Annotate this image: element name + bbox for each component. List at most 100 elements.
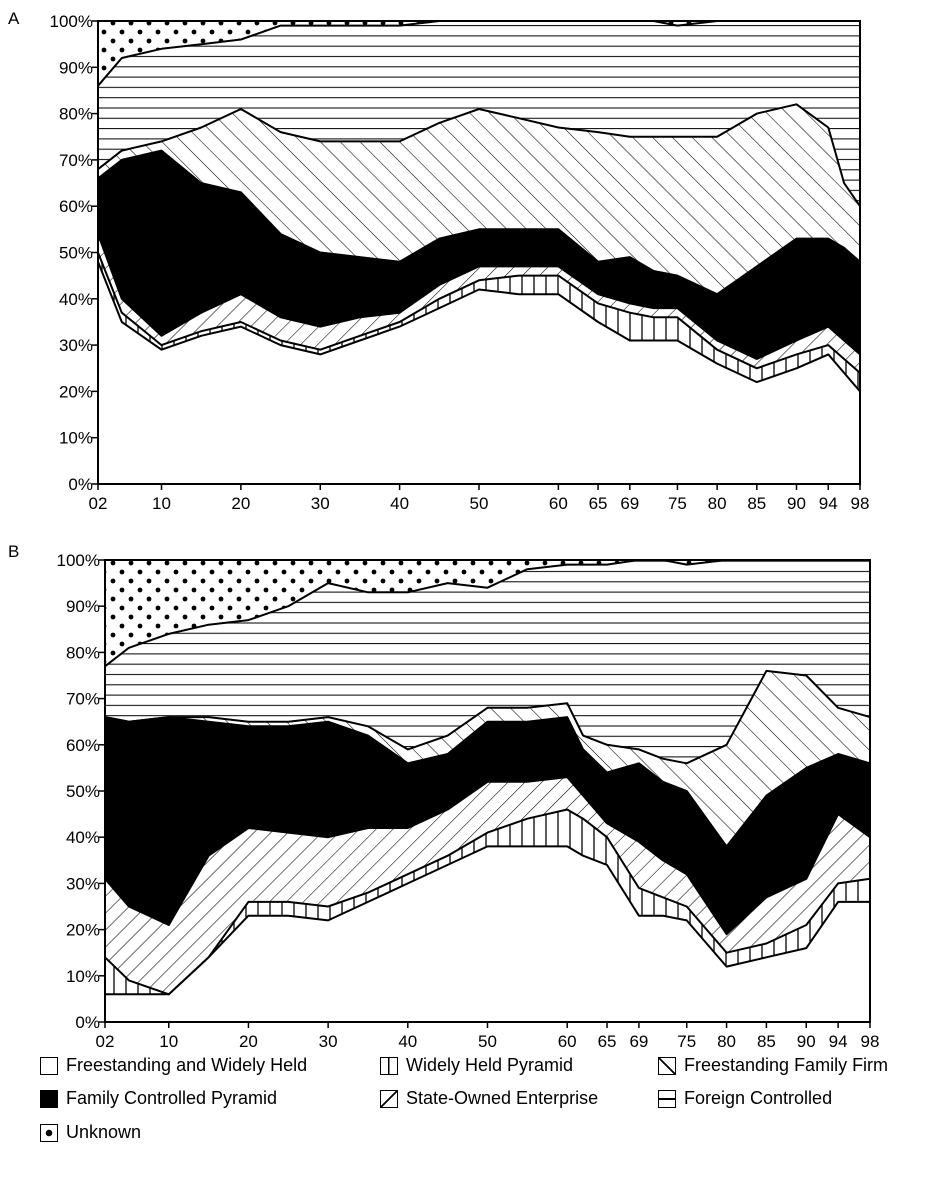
x-tick-label: 69	[620, 494, 639, 513]
legend-swatch	[658, 1056, 676, 1075]
x-tick-label: 80	[717, 1032, 736, 1051]
x-tick-label: 69	[629, 1032, 648, 1051]
area-family-controlled-pyramid	[105, 717, 870, 935]
legend-swatch	[658, 1089, 676, 1108]
axes: 0% 10% 20% 30% 40% 50% 60% 70% 80% 90% 100% 02 10 20 3…	[50, 12, 870, 513]
y-tick-label: 10%	[66, 967, 100, 986]
x-tick-label: 85	[757, 1032, 776, 1051]
x-tick-label: 50	[470, 494, 489, 513]
x-tick-label: 65	[598, 1032, 617, 1051]
legend-label: State-Owned Enterprise	[406, 1088, 599, 1108]
y-tick-label: 60%	[66, 736, 100, 755]
y-tick-label: 10%	[59, 429, 93, 448]
y-tick-label: 60%	[59, 197, 93, 216]
x-tick-label: 94	[819, 494, 838, 513]
legend-label: Widely Held Pyramid	[406, 1055, 574, 1075]
area-freestanding-widely-held	[98, 261, 860, 484]
y-tick-label: 70%	[66, 690, 100, 709]
y-tick-label: 0%	[68, 475, 93, 494]
x-tick-label: 60	[549, 494, 568, 513]
area-layers	[97, 20, 861, 484]
area-foreign-controlled	[98, 21, 860, 207]
x-tick-label: 90	[787, 494, 806, 513]
legend-item-widely-held-pyramid: Widely Held Pyramid	[380, 1055, 573, 1076]
legend-label: Freestanding Family Firm	[684, 1055, 889, 1075]
x-tick-label: 85	[747, 494, 766, 513]
legend-swatch	[40, 1089, 58, 1108]
area-state-owned-enterprise	[105, 670, 870, 847]
legend-swatch	[40, 1123, 58, 1142]
area-layers	[104, 559, 871, 1022]
x-tick-label: 40	[390, 494, 409, 513]
legend-item-freestanding-widely-held: Freestanding and Widely Held	[40, 1055, 307, 1076]
x-tick-label: 30	[311, 494, 330, 513]
axes: 0% 10% 20% 30% 40% 50% 60% 70% 80% 90% 100% 02 10 20 3…	[57, 551, 880, 1051]
series-boundary-line	[97, 103, 861, 207]
y-tick-label: 100%	[50, 12, 93, 31]
legend-item-state-owned-enterprise: State-Owned Enterprise	[380, 1088, 598, 1109]
series-boundary-line	[97, 261, 861, 393]
x-tick-label: 10	[152, 494, 171, 513]
x-tick-label: 02	[96, 1032, 115, 1051]
x-tick-label: 20	[239, 1032, 258, 1051]
panel-label: B	[8, 542, 19, 561]
area-foreign-controlled	[105, 560, 870, 764]
y-tick-label: 80%	[66, 643, 100, 662]
x-tick-label: 75	[677, 1032, 696, 1051]
x-tick-label: 20	[231, 494, 250, 513]
y-tick-label: 50%	[66, 782, 100, 801]
x-tick-label: 98	[851, 494, 870, 513]
y-tick-label: 100%	[57, 551, 100, 570]
y-tick-label: 0%	[75, 1013, 100, 1032]
x-tick-label: 75	[668, 494, 687, 513]
x-tick-label: 80	[708, 494, 727, 513]
series-boundary-line	[104, 669, 871, 765]
legend-swatch	[380, 1089, 398, 1108]
legend-swatch	[40, 1056, 58, 1075]
area-family-controlled-pyramid	[98, 150, 860, 359]
y-tick-label: 90%	[66, 597, 100, 616]
x-tick-label: 94	[829, 1032, 848, 1051]
panel-a: A 0% 10% 20% 30% 40% 50% 60% 70% 80% 90% 100% 02 10 2…	[8, 9, 869, 513]
y-tick-label: 50%	[59, 244, 93, 263]
series-boundary-line	[97, 149, 861, 296]
legend-label: Foreign Controlled	[684, 1088, 833, 1108]
area-unknown	[98, 21, 860, 86]
x-tick-label: 98	[861, 1032, 880, 1051]
y-tick-label: 40%	[59, 290, 93, 309]
y-tick-label: 30%	[59, 336, 93, 355]
legend-label: Unknown	[66, 1122, 142, 1142]
y-tick-label: 90%	[59, 58, 93, 77]
y-tick-label: 30%	[66, 874, 100, 893]
x-tick-label: 50	[478, 1032, 497, 1051]
area-unknown	[105, 560, 870, 667]
legend-item-family-controlled-pyramid: Family Controlled Pyramid	[40, 1088, 277, 1109]
y-tick-label: 40%	[66, 828, 100, 847]
x-tick-label: 60	[558, 1032, 577, 1051]
series-boundary-line	[104, 776, 871, 936]
x-tick-label: 90	[797, 1032, 816, 1051]
panel-label: A	[8, 9, 20, 28]
x-tick-label: 40	[398, 1032, 417, 1051]
y-tick-label: 20%	[66, 921, 100, 940]
series-boundary-line	[105, 845, 870, 996]
area-freestanding-family-firm	[98, 234, 860, 373]
series-boundary-line	[104, 716, 871, 848]
y-tick-label: 20%	[59, 382, 93, 401]
y-tick-label: 70%	[59, 151, 93, 170]
legend-label: Family Controlled Pyramid	[66, 1088, 278, 1108]
area-state-owned-enterprise	[98, 104, 860, 295]
series-boundary-line	[97, 233, 861, 360]
area-freestanding-family-firm	[105, 777, 870, 995]
x-tick-label: 10	[159, 1032, 178, 1051]
series-boundary-line	[97, 252, 861, 374]
legend-item-freestanding-family-firm: Freestanding Family Firm	[658, 1055, 888, 1076]
legend-label: Freestanding and Widely Held	[66, 1055, 308, 1075]
area-freestanding-widely-held	[105, 846, 870, 1022]
x-tick-label: 02	[89, 494, 108, 513]
panel-b: B 0% 10% 20% 30% 40% 50% 60% 70% 80% 90% 100% 02 10 2…	[8, 542, 879, 1051]
series-boundary-line	[104, 808, 871, 996]
y-tick-label: 80%	[59, 105, 93, 124]
x-tick-label: 65	[589, 494, 608, 513]
